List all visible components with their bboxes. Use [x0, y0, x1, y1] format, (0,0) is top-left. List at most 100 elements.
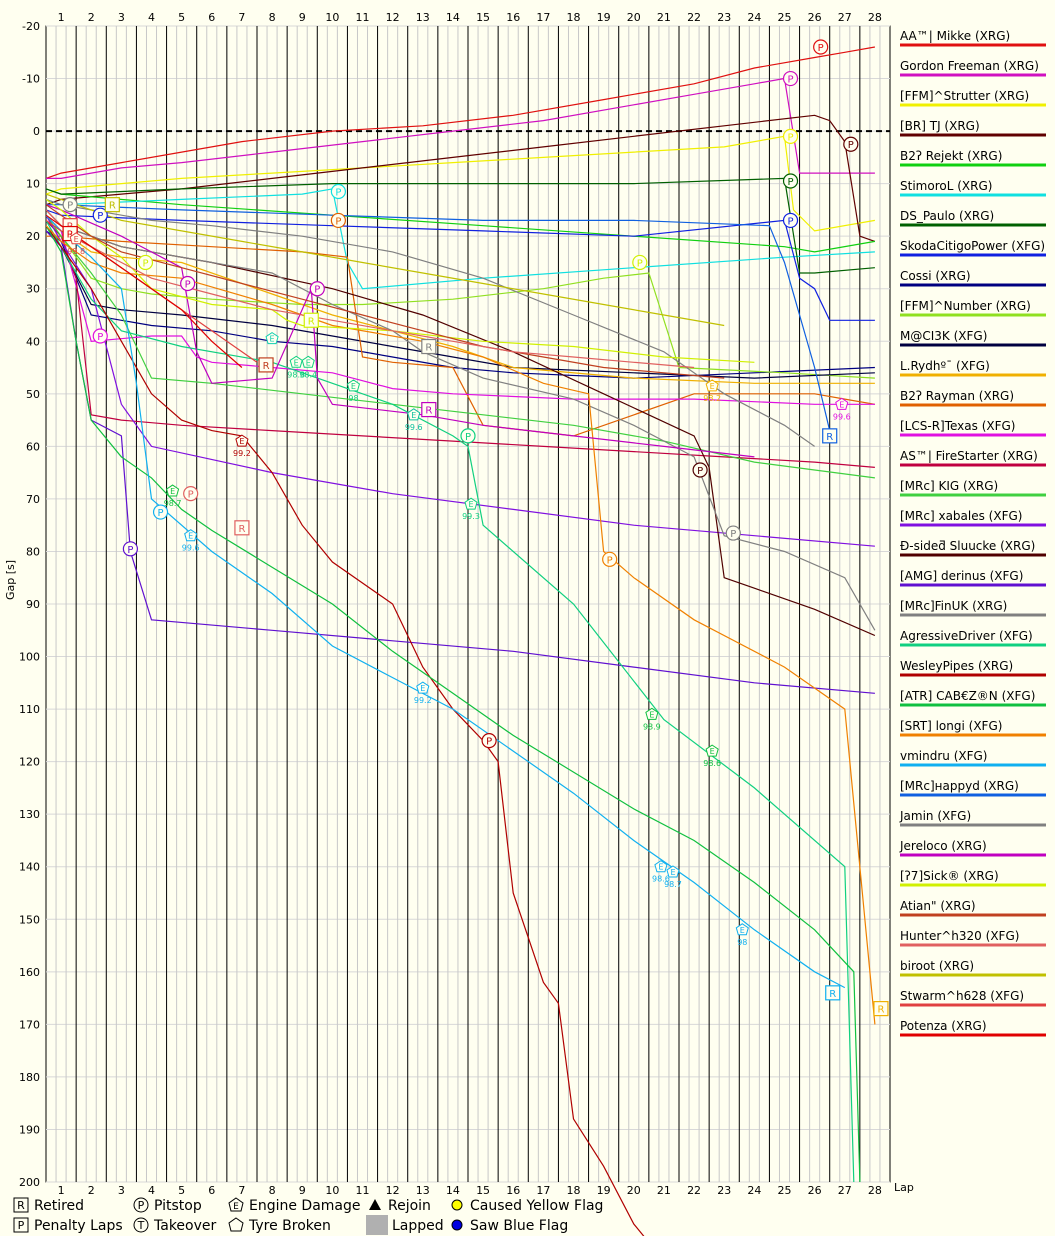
legend-label: [MRc]нappyd (XRG) [900, 779, 1019, 793]
retired-marker-letter: R [877, 1005, 884, 1016]
pitstop-marker-letter: P [788, 75, 794, 86]
engine-marker-letter: E [839, 400, 844, 409]
x-tick-label-bottom: 4 [148, 1184, 155, 1197]
key-label: Saw Blue Flag [470, 1218, 568, 1234]
legend-label: Gordon Freeman (XRG) [900, 59, 1039, 73]
engine-marker-letter: E [74, 235, 79, 244]
engine-marker-label: 99.6 [833, 412, 851, 421]
legend-label: Atian" (XRG) [900, 899, 976, 913]
legend-label: [FFM]^Strutter (XRG) [900, 89, 1029, 103]
engine-marker-letter: E [710, 382, 715, 391]
pitstop-marker-letter: P [185, 279, 191, 290]
x-tick-label-top: 22 [687, 11, 701, 24]
x-tick-label-bottom: 28 [868, 1184, 882, 1197]
engine-marker-label: 99.6 [182, 544, 200, 553]
marker-P: P [460, 428, 476, 444]
x-tick-label-bottom: 27 [838, 1184, 852, 1197]
key-label: Penalty Laps [34, 1218, 123, 1234]
pitstop-marker-letter: P [335, 216, 341, 227]
engine-marker-letter: E [420, 684, 425, 693]
pitstop-marker-letter: P [607, 555, 613, 566]
marker-E: E 99.8 [67, 232, 85, 256]
engine-marker-label: 99.3 [462, 512, 480, 521]
marker-R: R [873, 1000, 889, 1017]
marker-P: P [330, 183, 346, 200]
engine-marker-shape [705, 379, 719, 392]
key-icon-letter: R [17, 1199, 25, 1212]
y-tick-label: 0 [33, 125, 40, 138]
pitstop-marker-letter: P [788, 177, 794, 188]
marker-R: R [822, 428, 838, 444]
engine-marker-label: 98.2 [703, 394, 721, 403]
series-line-12 [46, 235, 876, 437]
driver-legend: AA™| Mikke (XRG) Gordon Freeman (XRG) [FFM… [899, 29, 1046, 1037]
pitstop-marker-circle [782, 212, 799, 229]
engine-marker-shape [407, 408, 421, 421]
pitstop-marker-circle [122, 541, 138, 557]
retired-marker-letter: R [308, 316, 315, 327]
pitstop-marker-letter: P [335, 188, 341, 199]
retired-marker-box [234, 520, 250, 536]
retired-marker-box [421, 401, 437, 418]
grid [45, 25, 891, 1183]
legend-label: vmindru (XFG) [900, 749, 988, 763]
pitstop-marker-letter: P [97, 211, 103, 222]
x-tick-label-top: 11 [356, 11, 370, 24]
legend-label: [SRT] longi (XFG) [900, 719, 1002, 733]
pitstop-marker-letter: P [730, 529, 736, 540]
x-tick-label-top: 9 [299, 11, 306, 24]
retired-marker-letter: R [826, 432, 833, 443]
series-line-11 [46, 214, 875, 384]
pitstop-marker-letter: P [697, 466, 703, 477]
x-tick-label-bottom: 22 [687, 1184, 701, 1197]
x-tick-label-bottom: 3 [118, 1184, 125, 1197]
legend-label: [MRc]FinUK (XRG) [900, 599, 1007, 613]
x-tick-label-bottom: 5 [178, 1184, 185, 1197]
marker-E: E 99.3 [462, 497, 480, 521]
x-tick-label-top: 14 [446, 11, 460, 24]
series-line-23 [46, 225, 876, 1025]
x-tick-label-top: 5 [178, 11, 185, 24]
marker-E: E 98.4 [299, 355, 317, 379]
y-tick-label: 90 [26, 598, 40, 611]
key-icon-letter: T [137, 1219, 145, 1232]
retired-marker-letter: R [425, 343, 432, 354]
retired-marker-letter: R [425, 406, 432, 417]
x-tick-label-top: 23 [717, 11, 731, 24]
series-line-29 [46, 204, 725, 379]
x-tick-label-bottom: 10 [325, 1184, 339, 1197]
x-tick-label-top: 3 [118, 11, 125, 24]
pitstop-marker-letter: P [848, 140, 854, 151]
engine-marker-shape [654, 860, 668, 873]
y-tick-label: 170 [19, 1018, 40, 1031]
pitstop-marker-circle [92, 328, 108, 344]
y-tick-label: 80 [26, 545, 40, 558]
pitstop-marker-circle [330, 212, 346, 229]
engine-marker-label: 99.6 [405, 423, 423, 432]
marker-E: E 98.7 [664, 865, 682, 889]
x-tick-label-bottom: 9 [299, 1184, 306, 1197]
pitstop-marker-letter: P [127, 545, 133, 556]
engine-marker-label: 98.9 [643, 722, 661, 731]
x-tick-label-top: 24 [747, 11, 761, 24]
legend-label: [ATR] CAB€Z®N (XFG) [900, 689, 1035, 703]
y-tick-label: 140 [19, 861, 40, 874]
pitstop-marker-circle [137, 254, 154, 271]
marker-P: P [782, 70, 799, 87]
axis-ticks: -20-100102030405060708090100110120130140… [19, 11, 882, 1197]
engine-marker-label: 99.8 [67, 247, 85, 256]
legend-label: Jamin (XFG) [899, 809, 971, 823]
engine-marker-letter: E [270, 335, 275, 344]
marker-P: P [330, 212, 346, 229]
y-tick-label: 200 [19, 1176, 40, 1189]
marker-E: E 98.6 [703, 744, 721, 768]
y-tick-label: 150 [19, 913, 40, 926]
marker-E: E 98 [735, 923, 749, 947]
legend-label: Jereloco (XRG) [899, 839, 987, 853]
retired-marker-letter: R [109, 201, 116, 212]
x-tick-label-top: 28 [868, 11, 882, 24]
y-tick-label: -20 [22, 20, 40, 33]
y-tick-label: 130 [19, 808, 40, 821]
marker-E: E 98.2 [703, 379, 721, 403]
marker-E: E 98 [346, 379, 361, 403]
